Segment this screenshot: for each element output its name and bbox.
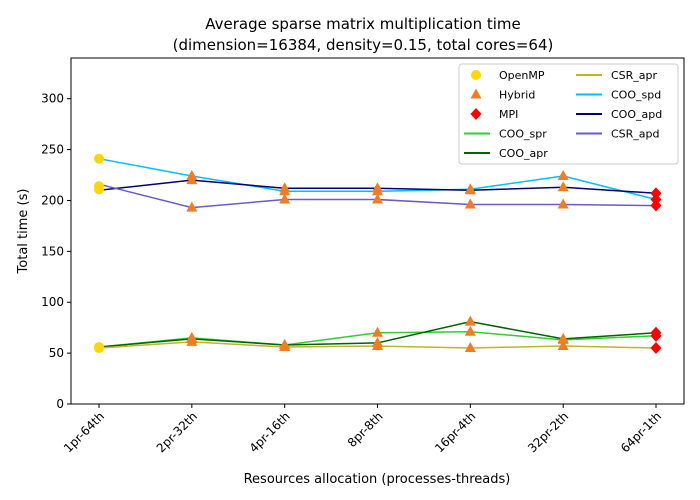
marker-hybrid [464, 315, 476, 326]
legend-marker-hybrid [470, 88, 482, 99]
marker-hybrid [372, 182, 383, 193]
y-tick-label: 250 [41, 143, 64, 157]
marker-mpi [650, 326, 662, 339]
y-tick-label: 150 [41, 244, 64, 258]
marker-openmp [94, 181, 104, 192]
legend-label-coo-spr: COO_spr [499, 128, 547, 141]
x-tick-label: 16pr-4th [432, 409, 478, 455]
x-tick-label: 2pr-32th [154, 409, 200, 455]
marker-mpi [650, 342, 662, 355]
legend-box [458, 63, 679, 165]
marker-hybrid [464, 198, 476, 209]
marker-hybrid [279, 338, 291, 349]
legend: OpenMP Hybrid MPI COO_spr COO_apr CSR_apr COO_… [458, 63, 679, 165]
legend-marker-mpi [470, 108, 482, 120]
marker-hybrid [557, 339, 569, 350]
x-tick-label: 32pr-2th [525, 409, 571, 455]
legend-label-mpi: MPI [499, 108, 518, 121]
marker-hybrid [372, 336, 383, 347]
marker-hybrid [186, 201, 198, 212]
y-tick-label: 300 [41, 92, 64, 106]
marker-hybrid [464, 325, 476, 336]
legend-label-coo-apd: COO_apd [611, 108, 662, 121]
marker-hybrid [372, 326, 383, 337]
marker-hybrid [279, 182, 291, 193]
marker-hybrid [557, 170, 569, 181]
marker-hybrid [557, 181, 569, 192]
y-tick-label: 200 [41, 193, 64, 207]
y-axis: 0 50 100 150 200 250 300 [41, 92, 71, 411]
marker-openmp [94, 153, 104, 164]
marker-hybrid [186, 331, 198, 342]
marker-hybrid [279, 193, 291, 204]
legend-label-csr-apr: CSR_apr [611, 69, 658, 82]
marker-hybrid [557, 198, 569, 209]
legend-label-hybrid: Hybrid [499, 89, 535, 102]
marker-hybrid [464, 342, 476, 353]
marker-mpi [650, 187, 662, 200]
chart-subtitle: (dimension=16384, density=0.15, total co… [173, 36, 554, 54]
x-tick-label: 1pr-64th [61, 409, 107, 455]
legend-marker-openmp [471, 70, 481, 80]
legend-label-openmp: OpenMP [499, 69, 545, 82]
marker-hybrid [186, 170, 198, 181]
x-axis: 1pr-64th 2pr-32th 4pr-16th 8pr-8th 16pr-4th 3… [61, 404, 664, 455]
markers-layer [94, 153, 662, 355]
y-axis-label: Total time (s) [16, 189, 31, 275]
marker-openmp [94, 342, 104, 353]
x-tick-label: 64pr-1th [618, 409, 664, 455]
y-tick-label: 50 [49, 346, 64, 360]
marker-hybrid [557, 332, 569, 343]
x-tick-label: 4pr-16th [247, 409, 293, 455]
x-axis-label: Resources allocation (processes-threads) [244, 472, 511, 487]
marker-mpi [650, 199, 662, 212]
y-tick-label: 0 [56, 397, 64, 411]
legend-label-coo-apr: COO_apr [499, 147, 548, 160]
y-tick-label: 100 [41, 295, 64, 309]
legend-label-csr-apd: CSR_apd [611, 128, 660, 141]
title-group: Average sparse matrix multiplication tim… [173, 15, 554, 54]
x-tick-label: 8pr-8th [345, 409, 386, 450]
marker-hybrid [372, 193, 383, 204]
chart-title: Average sparse matrix multiplication tim… [205, 15, 521, 33]
marker-mpi [650, 193, 662, 206]
legend-label-coo-spd: COO_spd [611, 89, 661, 102]
marker-hybrid [464, 183, 476, 194]
